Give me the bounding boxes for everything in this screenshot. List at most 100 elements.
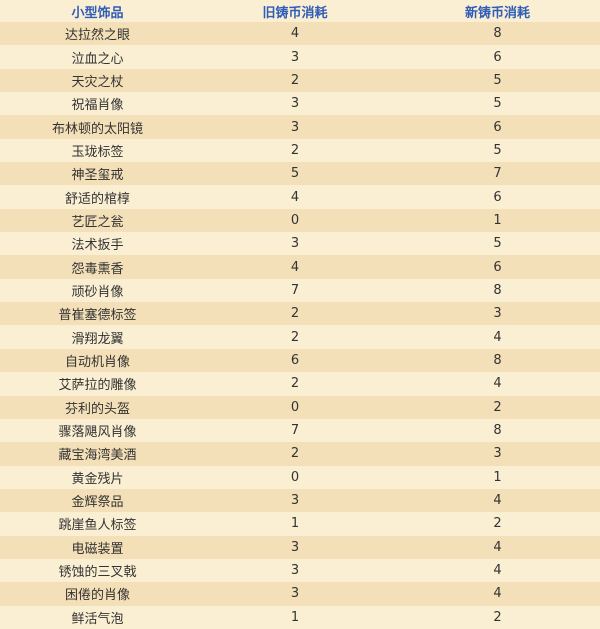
header-cell: 新铸币消耗 [464, 5, 530, 21]
table-cell: 4 [493, 539, 502, 555]
table-cell: 4 [290, 259, 300, 275]
table-cell: 7 [493, 166, 502, 182]
table-cell: 2 [290, 142, 300, 158]
table-cell: 2 [290, 376, 300, 392]
table-cell: 4 [493, 493, 502, 509]
table-cell: 困倦的肖像 [64, 588, 130, 604]
table-cell: 1 [290, 609, 300, 625]
table-cell: 电磁装置 [71, 541, 124, 557]
table-cell: 艾萨拉的雕像 [58, 378, 137, 394]
table-row: 困倦的肖像 3 4 [0, 582, 600, 606]
header-row: 小型饰品 旧铸币消耗 新铸币消耗 [0, 0, 600, 22]
table-cell: 达拉然之眼 [64, 28, 130, 44]
table-cell: 2 [493, 516, 502, 532]
table-row: 艾萨拉的雕像 2 4 [0, 372, 600, 396]
table-cell: 7 [290, 282, 300, 298]
table-cell: 鲜活气泡 [71, 611, 124, 627]
table-cell: 0 [290, 399, 300, 415]
table-cell: 8 [493, 352, 502, 368]
table-row: 艺匠之瓮 0 1 [0, 208, 600, 233]
table-cell: 金辉祭品 [71, 495, 124, 511]
table-cell: 2 [493, 399, 502, 415]
table-cell: 怨毒熏香 [71, 261, 124, 277]
table-row: 天灾之杖 2 5 [0, 68, 600, 93]
table-cell: 3 [290, 539, 300, 555]
table-row: 怨毒熏香 4 6 [0, 255, 600, 279]
table-row: 布林顿的太阳镜 3 6 [0, 115, 600, 139]
table-cell: 0 [290, 212, 300, 228]
table-cell: 1 [493, 212, 502, 228]
table-cell: 泣血之心 [71, 51, 124, 67]
table-row: 泣血之心 3 6 [0, 45, 600, 69]
table-cell: 5 [290, 166, 300, 182]
table-row: 玉珑标签 2 5 [0, 138, 600, 163]
header-cell: 小型饰品 [71, 5, 124, 21]
table-row: 神圣玺戒 5 7 [0, 162, 600, 186]
table-cell: 8 [493, 26, 502, 42]
table-cell: 8 [493, 282, 502, 298]
table-row: 舒适的棺椁 4 6 [0, 185, 600, 209]
table-row: 顽砂肖像 7 8 [0, 278, 600, 303]
table-cell: 普崔塞德标签 [58, 308, 137, 324]
table-cell: 4 [493, 586, 502, 602]
table-cell: 2 [290, 446, 300, 462]
table-cell: 舒适的棺椁 [64, 191, 130, 207]
table-cell: 芬利的头盔 [64, 401, 130, 417]
table-cell: 2 [290, 329, 300, 345]
table-cell: 5 [493, 142, 502, 158]
table-row: 锈蚀的三叉戟 3 4 [0, 558, 600, 583]
table-cell: 8 [493, 423, 502, 439]
table-cell: 1 [493, 469, 502, 485]
table-cell: 法术扳手 [71, 238, 124, 254]
table-row: 骤落飓风肖像 7 8 [0, 418, 600, 443]
table-cell: 3 [290, 119, 300, 135]
table-cell: 滑翔龙翼 [71, 331, 124, 347]
table-cell: 3 [493, 446, 502, 462]
table-cell: 6 [493, 49, 502, 65]
table-cell: 6 [493, 119, 502, 135]
table-cell: 祝福肖像 [71, 98, 124, 114]
table-cell: 5 [493, 72, 502, 88]
table-cell: 3 [290, 49, 300, 65]
table-cell: 玉珑标签 [71, 144, 124, 160]
table-cell: 3 [290, 563, 300, 579]
table-cell: 艺匠之瓮 [71, 214, 124, 230]
table-cell: 3 [290, 96, 300, 112]
table-row: 鲜活气泡 1 2 [0, 605, 600, 629]
table-cell: 4 [493, 329, 502, 345]
table-row: 跳崖鱼人标签 1 2 [0, 512, 600, 536]
table-row: 祝福肖像 3 5 [0, 92, 600, 116]
table-cell: 4 [290, 26, 300, 42]
table-cell: 5 [493, 96, 502, 112]
table-cell: 神圣玺戒 [71, 168, 124, 184]
table-cell: 5 [493, 236, 502, 252]
table-cell: 7 [290, 423, 300, 439]
table-cell: 1 [290, 516, 300, 532]
table-cell: 3 [493, 306, 502, 322]
table-cell: 顽砂肖像 [71, 284, 124, 300]
table-cell: 藏宝海湾美酒 [58, 448, 137, 464]
table-cell: 6 [290, 352, 300, 368]
table-cell: 0 [290, 469, 300, 485]
table-cell: 3 [290, 586, 300, 602]
table-row: 普崔塞德标签 2 3 [0, 302, 600, 326]
table-cell: 2 [290, 306, 300, 322]
table-cell: 自动机肖像 [64, 354, 130, 370]
table-cell: 黄金残片 [71, 471, 124, 487]
table-row: 达拉然之眼 4 8 [0, 22, 600, 46]
table-cell: 3 [290, 493, 300, 509]
table-row: 法术扳手 3 5 [0, 232, 600, 256]
table-cell: 锈蚀的三叉戟 [58, 565, 137, 581]
table-cell: 4 [493, 376, 502, 392]
table-row: 电磁装置 3 4 [0, 535, 600, 559]
table-row: 金辉祭品 3 4 [0, 488, 600, 513]
table-cell: 2 [493, 609, 502, 625]
table-cell: 6 [493, 259, 502, 275]
table-row: 藏宝海湾美酒 2 3 [0, 442, 600, 466]
table-row: 黄金残片 0 1 [0, 465, 600, 489]
table-row: 自动机肖像 6 8 [0, 348, 600, 373]
header-cell: 旧铸币消耗 [262, 5, 328, 21]
table-cell: 3 [290, 236, 300, 252]
